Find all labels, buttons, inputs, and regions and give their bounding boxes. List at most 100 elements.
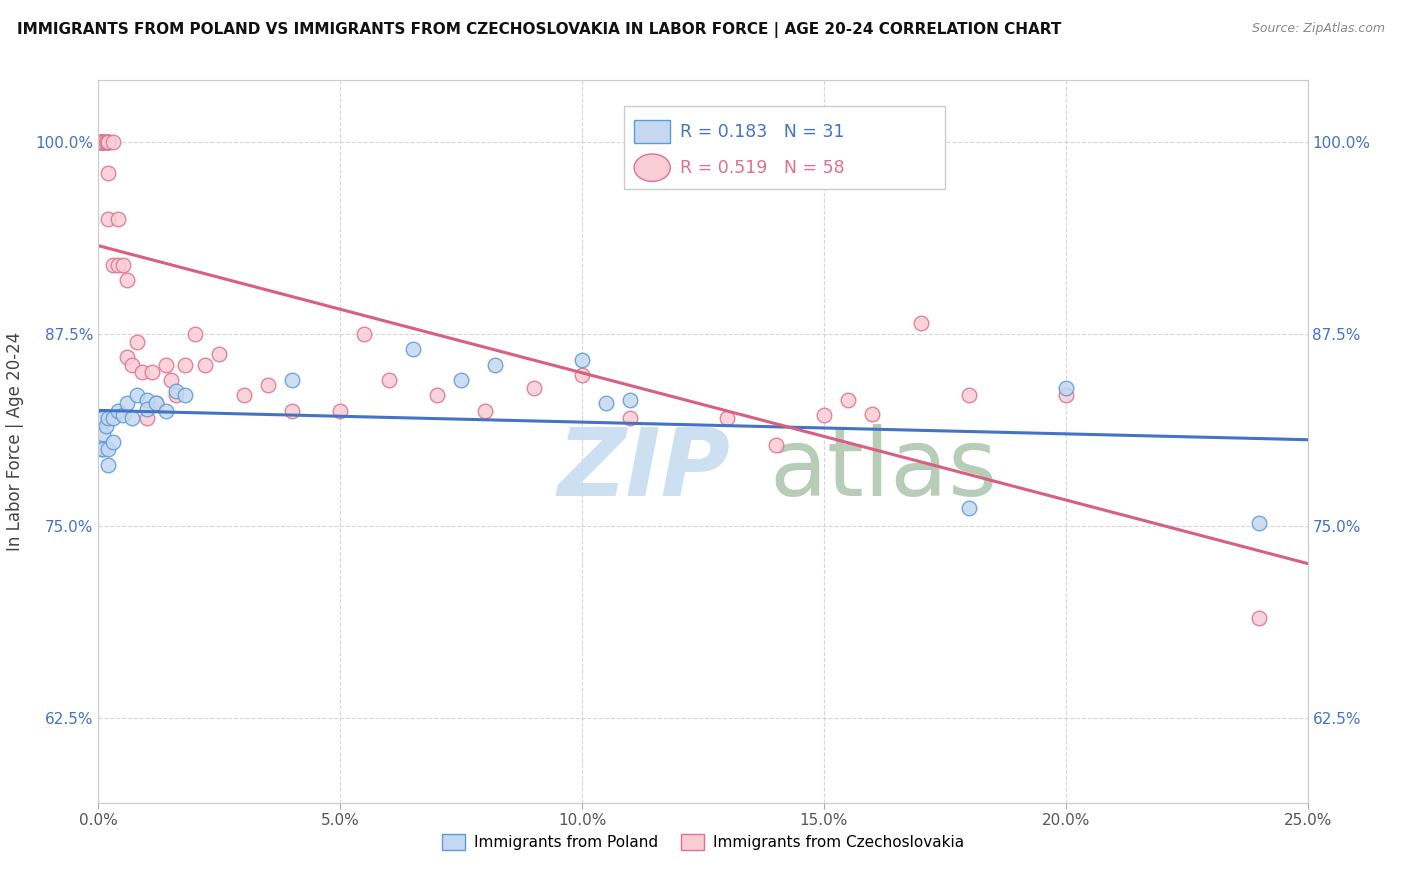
Point <box>716 411 738 425</box>
Point <box>957 500 980 515</box>
Point <box>94 135 117 149</box>
Point <box>101 258 124 272</box>
Legend: Immigrants from Poland, Immigrants from Czechoslovakia: Immigrants from Poland, Immigrants from … <box>436 829 970 856</box>
Point <box>127 388 149 402</box>
Point <box>135 392 157 407</box>
Point <box>595 396 617 410</box>
Point <box>523 381 546 395</box>
Point <box>135 411 157 425</box>
Point <box>1054 381 1077 395</box>
Point <box>135 402 157 417</box>
Point <box>117 350 139 364</box>
Point <box>619 392 641 407</box>
Point <box>160 373 183 387</box>
Point <box>91 135 114 149</box>
Point <box>145 396 167 410</box>
Text: atlas: atlas <box>769 425 998 516</box>
Point <box>484 358 506 372</box>
Point <box>121 358 143 372</box>
Point <box>89 135 111 149</box>
Point <box>94 419 117 434</box>
Point <box>117 273 139 287</box>
Point <box>97 211 120 226</box>
Point <box>117 396 139 410</box>
Point <box>145 396 167 410</box>
Point <box>90 135 112 149</box>
Point <box>571 353 593 368</box>
Point <box>101 135 124 149</box>
Point <box>91 135 114 149</box>
Point <box>91 135 114 149</box>
Text: IMMIGRANTS FROM POLAND VS IMMIGRANTS FROM CZECHOSLOVAKIA IN LABOR FORCE | AGE 20: IMMIGRANTS FROM POLAND VS IMMIGRANTS FRO… <box>17 22 1062 38</box>
Point <box>910 316 932 330</box>
Point <box>91 135 114 149</box>
Point <box>97 165 120 179</box>
Point <box>90 135 112 149</box>
Point <box>155 358 177 372</box>
Point <box>256 377 278 392</box>
Point <box>571 368 593 383</box>
Text: ZIP: ZIP <box>558 425 731 516</box>
Text: Source: ZipAtlas.com: Source: ZipAtlas.com <box>1251 22 1385 36</box>
Point <box>281 373 304 387</box>
Point <box>377 373 399 387</box>
Y-axis label: In Labor Force | Age 20-24: In Labor Force | Age 20-24 <box>7 332 24 551</box>
Point <box>107 404 129 418</box>
Point <box>174 388 197 402</box>
Point <box>91 135 114 149</box>
Point <box>281 404 304 418</box>
Point <box>91 135 114 149</box>
Point <box>97 135 120 149</box>
Point <box>329 404 352 418</box>
Point <box>194 358 217 372</box>
Point <box>97 135 120 149</box>
Point <box>1054 388 1077 402</box>
FancyBboxPatch shape <box>624 105 945 189</box>
Point <box>97 135 120 149</box>
Point <box>1249 611 1271 625</box>
Point <box>97 458 120 472</box>
Point <box>426 388 449 402</box>
Point <box>860 407 883 421</box>
Point <box>208 347 231 361</box>
Point <box>837 392 859 407</box>
Point <box>165 384 187 398</box>
Text: R = 0.183   N = 31: R = 0.183 N = 31 <box>681 122 845 141</box>
Bar <box>634 120 671 143</box>
Point <box>813 409 835 423</box>
Point <box>91 426 114 441</box>
Point <box>131 365 153 379</box>
Point <box>402 343 425 357</box>
Point <box>91 442 114 457</box>
Point <box>232 388 254 402</box>
Point <box>474 404 496 418</box>
Point <box>121 411 143 425</box>
Point <box>97 442 120 457</box>
Point <box>90 442 112 457</box>
Point <box>91 135 114 149</box>
Point <box>174 358 197 372</box>
Point <box>155 404 177 418</box>
Point <box>353 326 375 341</box>
Point <box>97 411 120 425</box>
Point <box>450 373 472 387</box>
Point <box>101 411 124 425</box>
Ellipse shape <box>634 154 671 181</box>
Point <box>107 211 129 226</box>
Point <box>765 437 787 451</box>
Text: R = 0.519   N = 58: R = 0.519 N = 58 <box>681 159 845 177</box>
Point <box>111 258 134 272</box>
Point <box>184 326 207 341</box>
Point <box>165 388 187 402</box>
Point <box>101 434 124 449</box>
Point <box>107 258 129 272</box>
Point <box>90 135 112 149</box>
Point <box>141 365 163 379</box>
Point <box>91 411 114 425</box>
Point <box>957 388 980 402</box>
Point <box>619 411 641 425</box>
Point <box>127 334 149 349</box>
Point <box>1249 516 1271 530</box>
Point <box>97 135 120 149</box>
Point <box>111 409 134 423</box>
